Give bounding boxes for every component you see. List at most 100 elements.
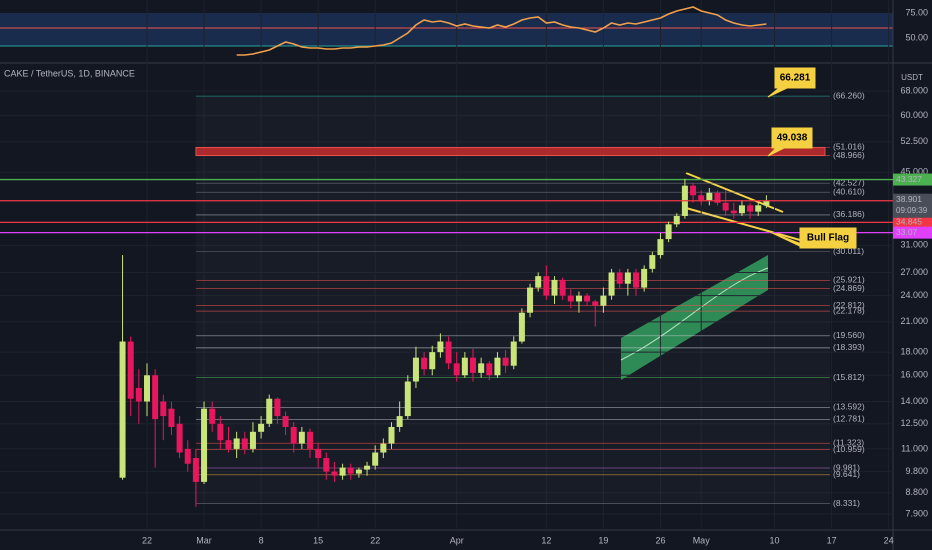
candle-body bbox=[315, 448, 322, 459]
candle-body bbox=[535, 276, 542, 288]
x-tick-label: 15 bbox=[313, 535, 323, 545]
y-tick-label: 45.000 bbox=[900, 166, 928, 176]
price-tag bbox=[893, 226, 932, 239]
candle-body bbox=[380, 443, 387, 453]
price-tag-label: 34.845 bbox=[896, 217, 922, 227]
fib-label: (19.560) bbox=[833, 330, 865, 340]
candle-body bbox=[298, 431, 305, 444]
last-price-label: 38.901 bbox=[896, 194, 922, 204]
y-tick-label: 60.000 bbox=[900, 110, 928, 120]
candle-body bbox=[364, 465, 371, 470]
candle-body bbox=[241, 438, 248, 449]
flag-bottom bbox=[685, 207, 801, 241]
y-tick-label: 8.800 bbox=[905, 487, 928, 497]
x-tick-label: 17 bbox=[827, 535, 837, 545]
y-tick-label: 68.000 bbox=[900, 85, 928, 95]
candle-body bbox=[176, 423, 183, 453]
x-tick-label: Mar bbox=[196, 535, 212, 545]
callout-box bbox=[767, 127, 813, 157]
candle-body bbox=[135, 387, 142, 402]
candle-body bbox=[706, 192, 713, 201]
candle-body bbox=[282, 416, 289, 427]
candle-body bbox=[567, 295, 574, 302]
candle-body bbox=[584, 295, 591, 302]
candle-body bbox=[201, 408, 208, 482]
y-tick-label: 52.500 bbox=[900, 136, 928, 146]
y-tick-label: 14.000 bbox=[900, 396, 928, 406]
callout-label: Bull Flag bbox=[807, 233, 849, 244]
candle-body bbox=[592, 301, 599, 306]
candle-body bbox=[233, 438, 240, 449]
candle-body bbox=[184, 448, 191, 464]
x-tick-label: 19 bbox=[598, 535, 608, 545]
candle-body bbox=[388, 426, 395, 444]
fib-label: (18.393) bbox=[833, 342, 865, 352]
fib-label: (11.323) bbox=[833, 437, 864, 447]
x-tick-label: 8 bbox=[259, 535, 264, 545]
rsi-line bbox=[236, 6, 767, 56]
candle-body bbox=[461, 357, 468, 376]
candle-body bbox=[755, 205, 762, 212]
candle-body bbox=[307, 431, 313, 449]
candle-body bbox=[249, 431, 256, 449]
rsi-tick-label: 50.00 bbox=[905, 32, 928, 42]
candle-body bbox=[152, 375, 159, 420]
candle-body bbox=[551, 279, 558, 296]
fib-label: (42.527) bbox=[833, 177, 865, 187]
fib-label: (66.260) bbox=[833, 90, 865, 100]
price-tag bbox=[893, 173, 932, 186]
fib-label: (8.331) bbox=[833, 498, 860, 508]
fib-label: (12.781) bbox=[833, 414, 865, 424]
candle-body bbox=[372, 452, 379, 466]
candle-body bbox=[527, 287, 534, 313]
rsi-band bbox=[0, 13, 893, 46]
candle-body bbox=[168, 408, 175, 427]
candle-body bbox=[714, 192, 721, 203]
y-tick-label: 27.000 bbox=[900, 267, 928, 277]
candle-body bbox=[608, 272, 615, 296]
fib-label: (22.178) bbox=[833, 305, 865, 315]
candle-body bbox=[722, 202, 729, 211]
candle-body bbox=[673, 215, 680, 225]
callout-box bbox=[769, 227, 857, 249]
price-tag-label: 43.327 bbox=[896, 174, 922, 184]
fib-label: (30.011) bbox=[833, 246, 864, 256]
y-tick-label: 7.900 bbox=[905, 508, 928, 518]
fib-label: (22.812) bbox=[833, 300, 865, 310]
candle-body bbox=[127, 341, 134, 399]
candle-body bbox=[396, 416, 403, 427]
fib-label: (48.966) bbox=[833, 150, 865, 160]
candle-body bbox=[649, 255, 656, 269]
x-tick-label: 24 bbox=[884, 535, 894, 545]
candle-body bbox=[478, 363, 485, 373]
callout-label: 66.281 bbox=[780, 73, 811, 84]
candle-body bbox=[445, 341, 452, 364]
projection-line bbox=[620, 267, 769, 361]
callout-box bbox=[767, 67, 816, 98]
countdown: 09:09:39 bbox=[896, 206, 928, 215]
rsi-tick-label: 75.00 bbox=[905, 7, 928, 17]
fib-label: (36.186) bbox=[833, 209, 865, 219]
axis-unit: USDT bbox=[901, 73, 923, 82]
x-tick-label: 26 bbox=[655, 535, 665, 545]
candle-body bbox=[339, 467, 346, 476]
fib-label: (9.641) bbox=[833, 469, 860, 479]
candle-body bbox=[160, 401, 167, 417]
candle-body bbox=[486, 363, 493, 376]
fib-label: (25.921) bbox=[833, 275, 865, 285]
fib-label: (24.869) bbox=[833, 283, 865, 293]
candle-body bbox=[698, 195, 705, 201]
candle-body bbox=[575, 295, 582, 302]
candle-body bbox=[510, 341, 517, 366]
candle-body bbox=[616, 272, 623, 284]
candle-body bbox=[209, 408, 216, 424]
price-tag-label: 33.07 bbox=[896, 227, 918, 237]
price-tag bbox=[893, 216, 932, 229]
candle-body bbox=[429, 352, 436, 370]
candle-body bbox=[144, 375, 150, 402]
candle-body bbox=[266, 398, 273, 424]
candle-body bbox=[119, 341, 126, 478]
candle-body bbox=[502, 357, 509, 366]
fib-label: (40.610) bbox=[833, 187, 865, 197]
